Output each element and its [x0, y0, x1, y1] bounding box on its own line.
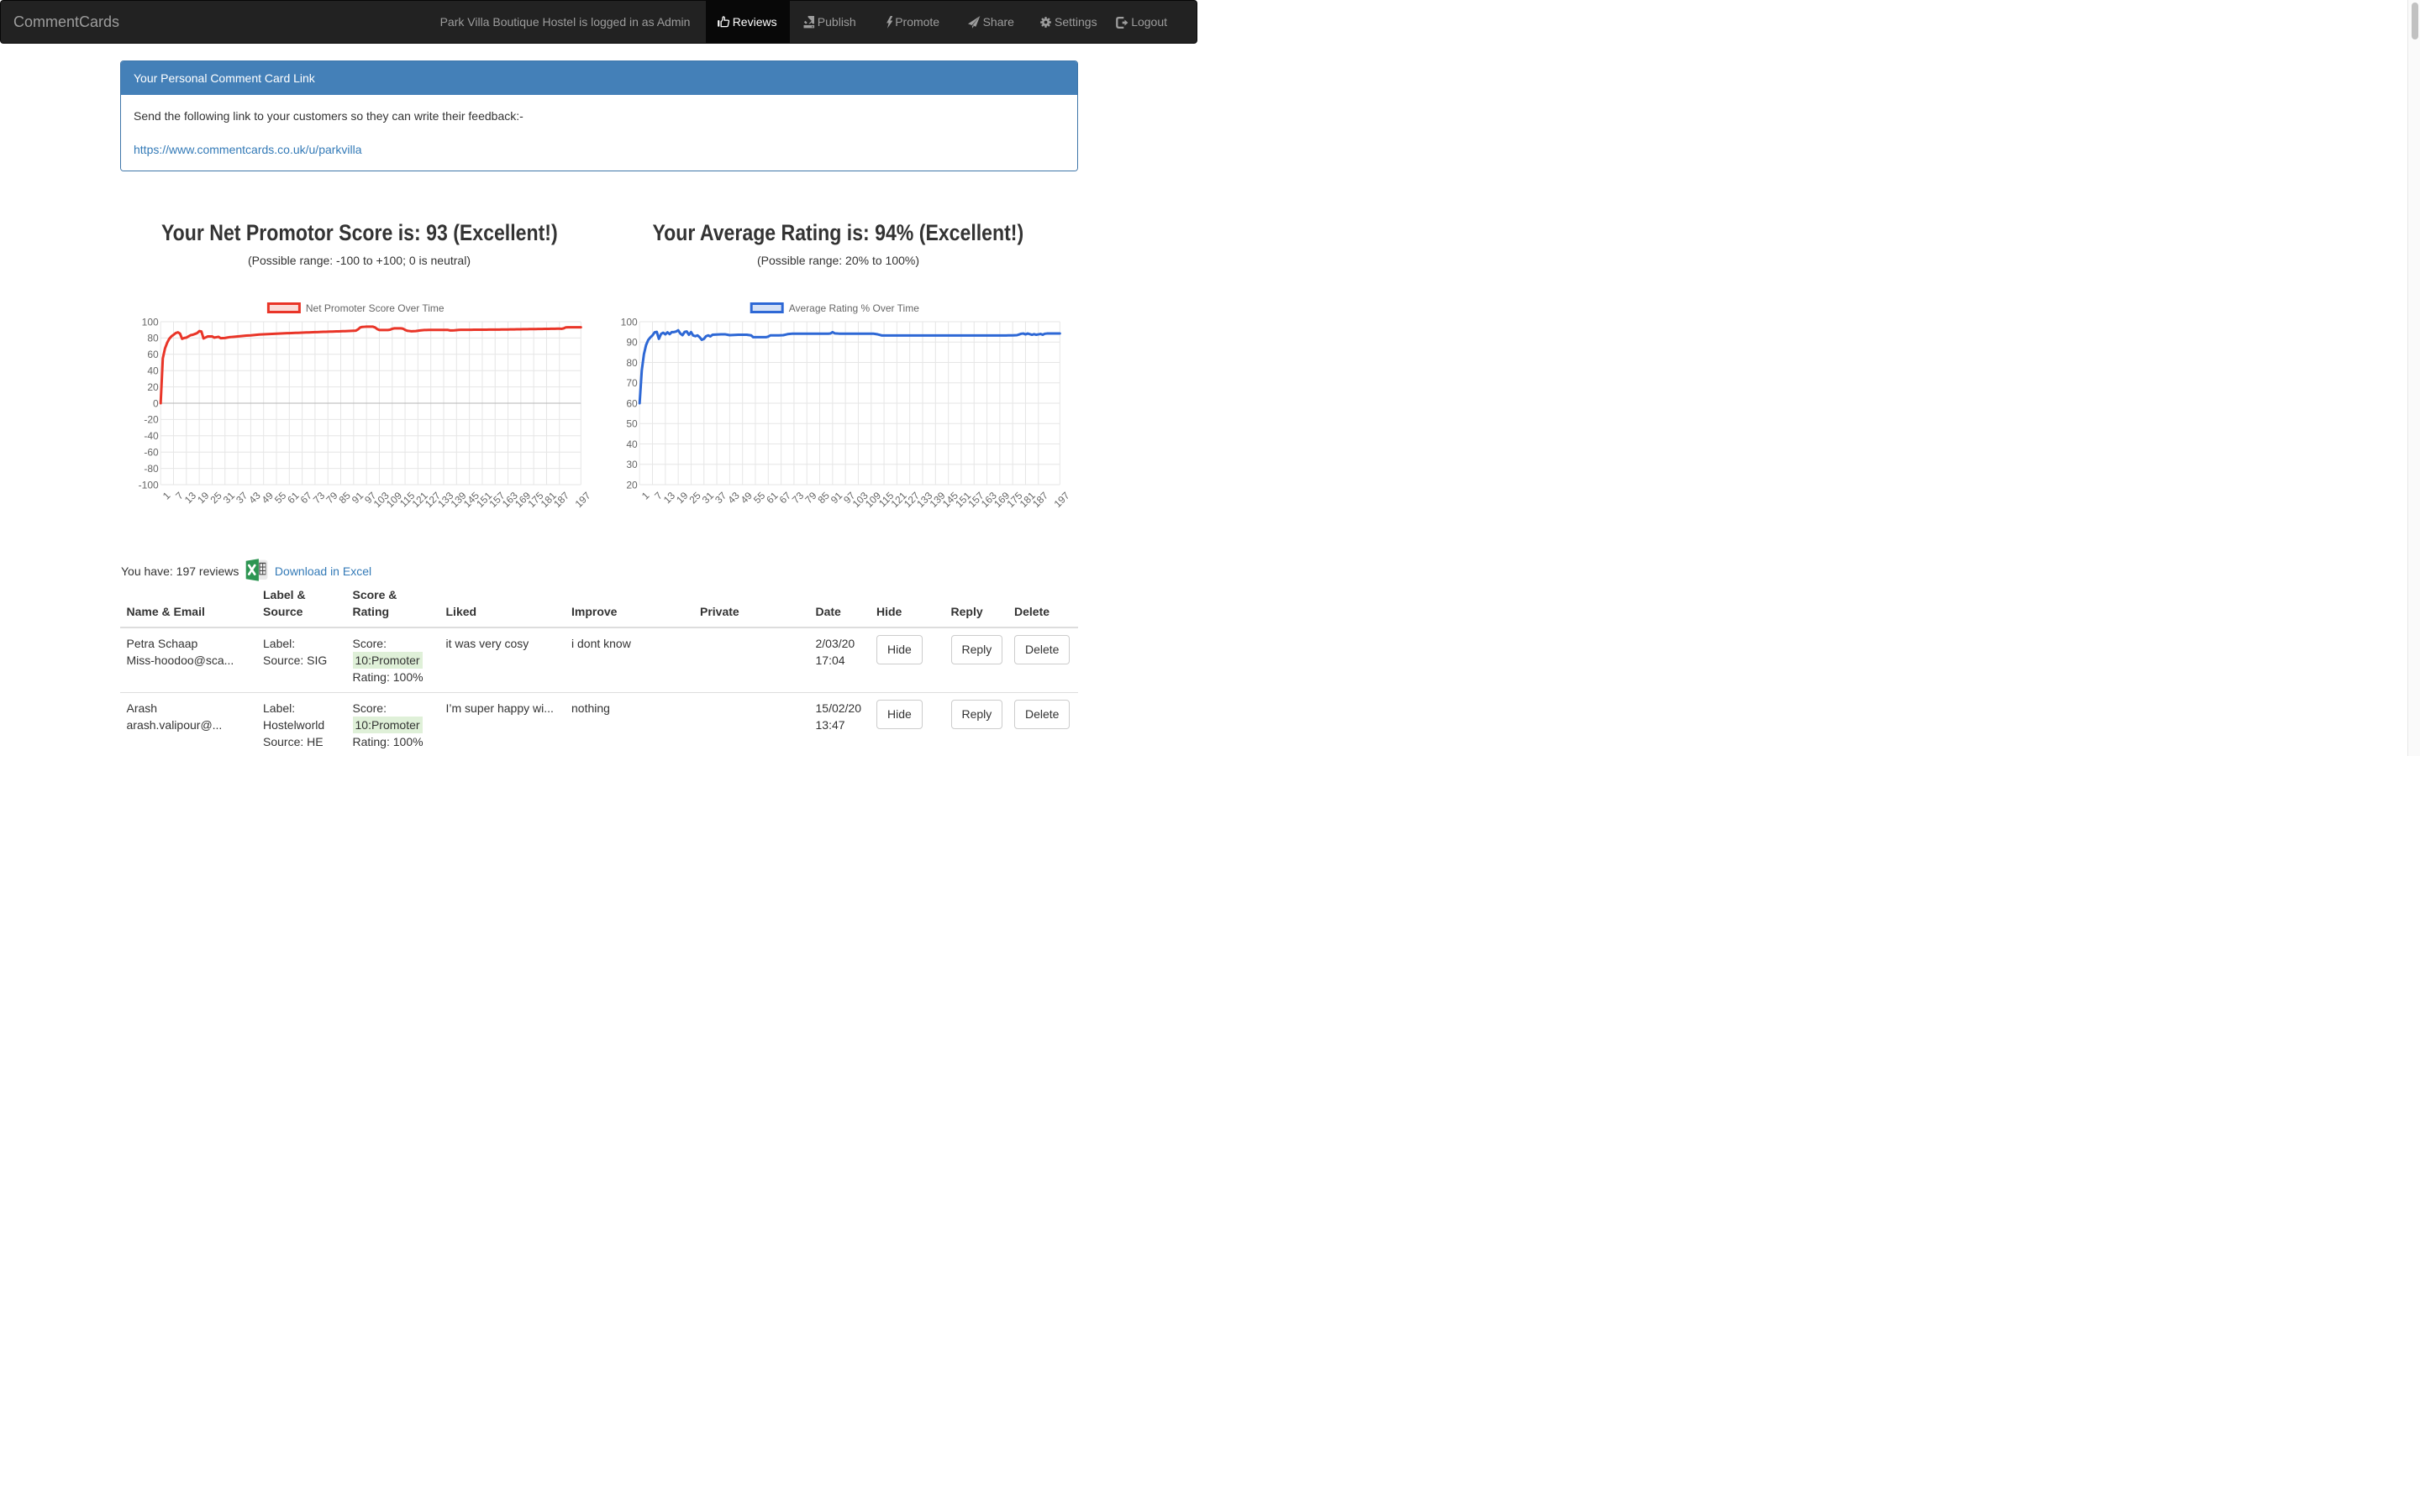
svg-text:60: 60 — [626, 397, 638, 409]
svg-text:-100: -100 — [138, 479, 158, 491]
svg-text:1: 1 — [160, 490, 172, 502]
svg-text:-20: -20 — [144, 414, 159, 426]
svg-text:60: 60 — [147, 349, 159, 360]
svg-text:20: 20 — [626, 479, 638, 491]
svg-text:30: 30 — [626, 459, 638, 470]
svg-text:80: 80 — [626, 357, 638, 369]
svg-text:-60: -60 — [144, 447, 159, 459]
svg-text:1: 1 — [639, 490, 651, 502]
svg-text:187: 187 — [551, 490, 571, 510]
svg-text:100: 100 — [141, 316, 158, 328]
svg-text:197: 197 — [1051, 490, 1071, 510]
svg-text:197: 197 — [572, 490, 592, 510]
svg-text:Net Promoter Score Over Time: Net Promoter Score Over Time — [305, 302, 444, 314]
svg-text:Average Rating % Over Time: Average Rating % Over Time — [788, 302, 919, 314]
svg-text:-40: -40 — [144, 430, 159, 442]
svg-text:20: 20 — [147, 381, 159, 393]
svg-text:70: 70 — [626, 377, 638, 389]
svg-text:100: 100 — [620, 316, 637, 328]
svg-text:90: 90 — [626, 337, 638, 349]
svg-text:-80: -80 — [144, 463, 159, 475]
svg-text:40: 40 — [147, 365, 159, 377]
svg-text:50: 50 — [626, 418, 638, 430]
svg-text:0: 0 — [153, 397, 159, 409]
svg-text:80: 80 — [147, 333, 159, 344]
svg-text:40: 40 — [626, 438, 638, 450]
svg-text:187: 187 — [1030, 490, 1050, 510]
